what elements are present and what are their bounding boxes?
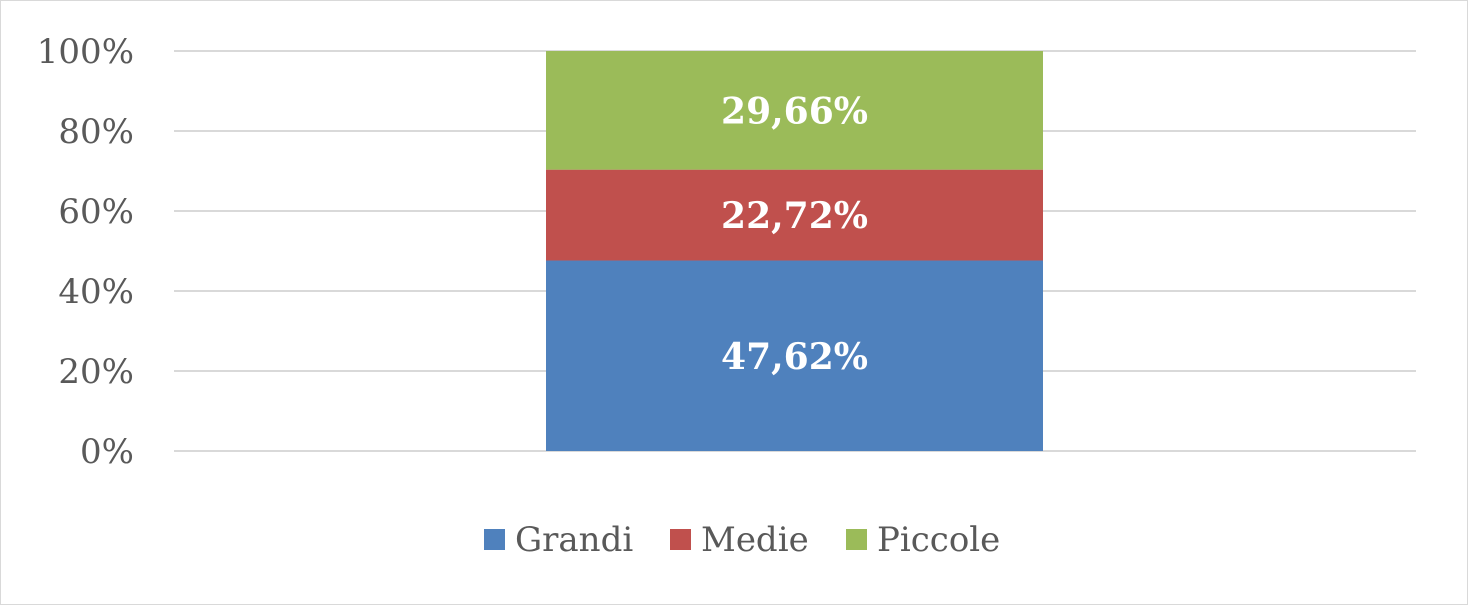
y-tick-label: 0% xyxy=(80,432,134,472)
y-axis-ticks: 0% 20% 40% 60% 80% 100% xyxy=(37,32,134,472)
legend-label-piccole: Piccole xyxy=(877,520,1000,560)
legend-swatch-piccole xyxy=(846,529,867,550)
bars xyxy=(546,51,1043,451)
y-tick-label: 20% xyxy=(58,352,134,392)
legend-swatch-medie xyxy=(670,529,691,550)
legend-label-medie: Medie xyxy=(701,520,809,560)
y-tick-label: 60% xyxy=(58,192,134,232)
bar-segment-grandi xyxy=(546,260,1043,451)
legend-swatch-grandi xyxy=(484,529,505,550)
bar-segment-medie xyxy=(546,169,1043,261)
y-tick-label: 100% xyxy=(37,32,134,72)
data-label-piccole: 29,66% xyxy=(721,90,868,132)
data-labels: 47,62% 22,72% 29,66% xyxy=(721,90,868,377)
data-label-grandi: 47,62% xyxy=(721,336,868,378)
y-tick-label: 80% xyxy=(58,112,134,152)
legend-label-grandi: Grandi xyxy=(515,520,633,560)
y-tick-label: 40% xyxy=(58,272,134,312)
bar-segment-piccole xyxy=(546,51,1043,170)
legend: Grandi Medie Piccole xyxy=(484,520,1000,560)
data-label-medie: 22,72% xyxy=(721,195,868,237)
